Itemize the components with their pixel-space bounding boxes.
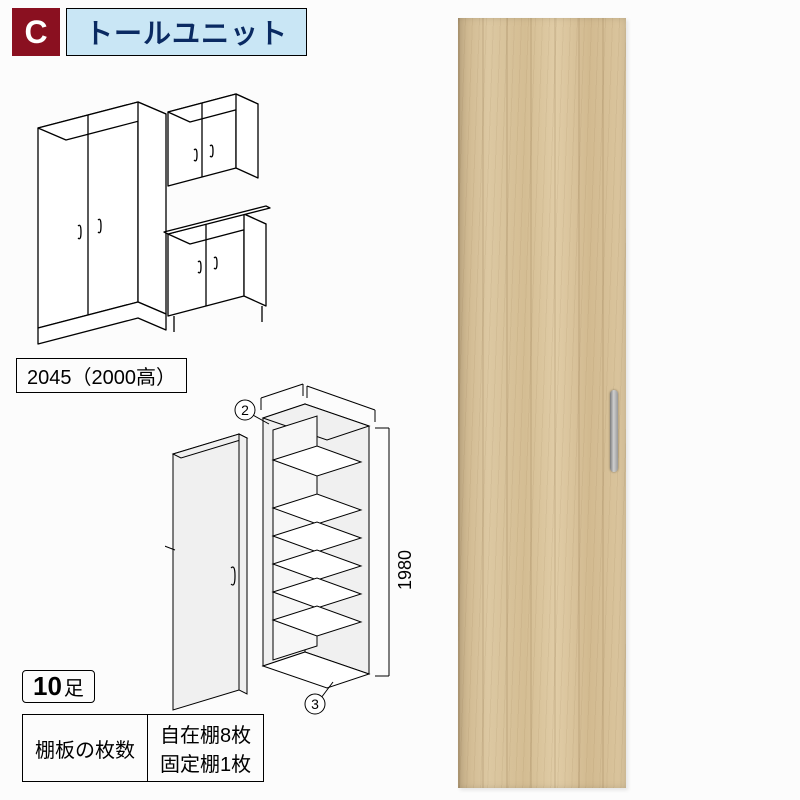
callout-3: 3 xyxy=(311,696,319,712)
capacity-value: 10 xyxy=(33,671,62,702)
dim-width: 400 xyxy=(323,380,353,384)
dim-height: 1980 xyxy=(395,550,415,590)
product-photo xyxy=(458,18,626,788)
shelf-table: 棚板の枚数 自在棚8枚 固定棚1枚 xyxy=(22,714,264,782)
section-title: トールユニット xyxy=(66,8,307,56)
header: C トールユニット xyxy=(12,8,307,56)
capacity-box: 10 足 xyxy=(22,670,95,703)
door-handle xyxy=(610,390,618,472)
tech-sketch: 280 400 1980 xyxy=(165,380,425,720)
section-code: C xyxy=(12,8,60,56)
iso-sketch xyxy=(18,84,278,344)
shelves-adjustable: 自在棚8枚 xyxy=(160,719,251,748)
shelf-table-header: 棚板の枚数 xyxy=(23,715,148,781)
callout-2: 2 xyxy=(241,402,249,418)
dim-depth: 280 xyxy=(257,380,287,382)
shelves-fixed: 固定棚1枚 xyxy=(160,748,251,777)
overall-height-label: 2045（2000高） xyxy=(16,358,187,393)
capacity-unit: 足 xyxy=(64,672,84,701)
